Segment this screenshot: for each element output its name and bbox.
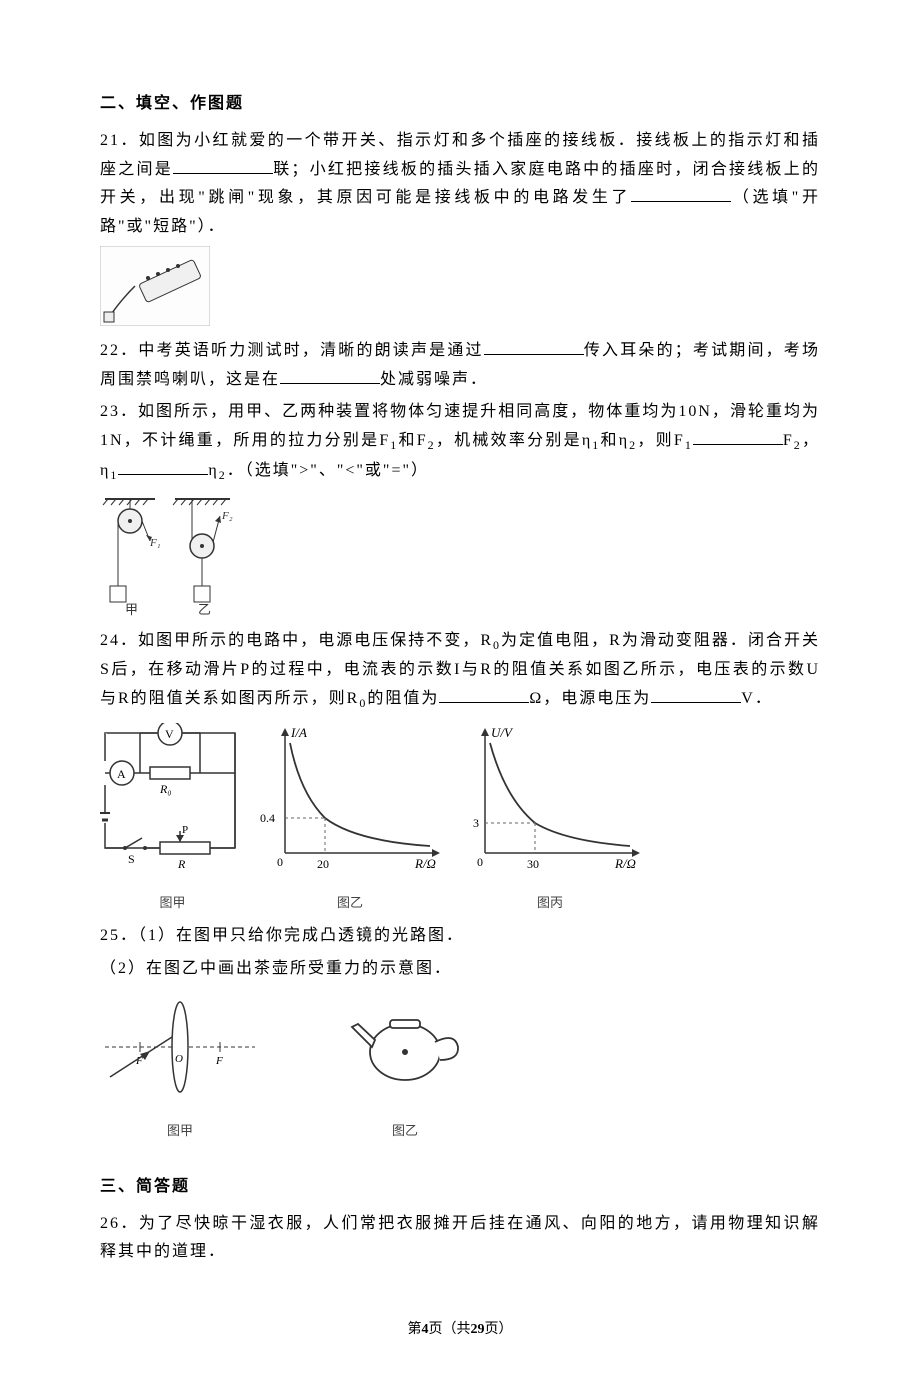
question-25: 25．（1）在图甲只给你完成凸透镜的光路图． bbox=[100, 922, 820, 951]
graph-i-xtick: 20 bbox=[317, 857, 329, 871]
q23-sub6: 2 bbox=[794, 438, 802, 452]
q23-blank-2 bbox=[118, 459, 208, 475]
graph-u-xtick: 30 bbox=[527, 857, 539, 871]
q24-graph-i: I/A R/Ω 0 0.4 20 图乙 bbox=[255, 723, 445, 914]
svg-text:乙: 乙 bbox=[198, 602, 211, 616]
svg-text:甲: 甲 bbox=[125, 602, 138, 616]
q26-number: 26． bbox=[100, 1215, 139, 1232]
circuit-diagram-icon: V A R₀ S P R bbox=[100, 723, 245, 878]
graph-u-ytick: 3 bbox=[473, 816, 479, 830]
q23-text-e: ，则F bbox=[637, 432, 685, 449]
q21-figure bbox=[100, 246, 820, 337]
q24-circuit: V A R₀ S P R bbox=[100, 723, 245, 914]
section-title-short: 三、简答题 bbox=[100, 1173, 820, 1202]
svg-text:S: S bbox=[128, 852, 135, 866]
q24-graph-u-caption: 图丙 bbox=[455, 891, 645, 914]
footer-page: 4 bbox=[422, 1322, 429, 1337]
svg-text:R: R bbox=[177, 857, 186, 871]
q23-sub7: 1 bbox=[110, 468, 118, 482]
question-24: 24．如图甲所示的电路中，电源电压保持不变，R0为定值电阻，R为滑动变阻器．闭合… bbox=[100, 627, 820, 715]
footer-prefix: 第 bbox=[408, 1322, 422, 1337]
q24-graph-i-caption: 图乙 bbox=[255, 891, 445, 914]
q24-blank-1 bbox=[439, 687, 529, 703]
footer-mid: 页（共 bbox=[429, 1322, 471, 1337]
q23-text-c: ，机械效率分别是η bbox=[436, 432, 593, 449]
q23-sub2: 2 bbox=[428, 438, 436, 452]
q25-lens-figure: O F F 图甲 bbox=[100, 992, 260, 1143]
graph-i-xlabel: R/Ω bbox=[414, 856, 436, 871]
graph-i-ylabel: I/A bbox=[290, 725, 307, 740]
q25-number: 25． bbox=[100, 927, 138, 944]
q22-text-a: 中考英语听力测试时，清晰的朗读声是通过 bbox=[138, 342, 483, 359]
q23-text-i: ．（选填">"、"<"或"="） bbox=[227, 462, 429, 479]
graph-u-xlabel: R/Ω bbox=[614, 856, 636, 871]
question-26: 26．为了尽快晾干湿衣服，人们常把衣服摊开后挂在通风、向阳的地方，请用物理知识解… bbox=[100, 1210, 820, 1268]
q24-figure-row: V A R₀ S P R bbox=[100, 723, 820, 914]
q23-figure: F₁ 甲 F₂ 乙 bbox=[100, 491, 820, 627]
svg-text:V: V bbox=[165, 727, 174, 741]
q22-blank-1 bbox=[484, 339, 584, 355]
svg-text:F: F bbox=[215, 1055, 223, 1067]
q22-blank-2 bbox=[280, 368, 380, 384]
q25-figure-row: O F F 图甲 图乙 bbox=[100, 992, 820, 1143]
graph-i-ytick: 0.4 bbox=[260, 811, 275, 825]
q23-number: 23． bbox=[100, 403, 138, 420]
q24-text-e: V． bbox=[741, 690, 773, 707]
q24-text-a: 如图甲所示的电路中，电源电压保持不变，R bbox=[138, 632, 493, 649]
q24-text-c: 的阻值为 bbox=[367, 690, 439, 707]
q21-number: 21． bbox=[100, 132, 139, 149]
q24-text-d: Ω，电源电压为 bbox=[529, 690, 651, 707]
footer-suffix: 页） bbox=[485, 1322, 513, 1337]
q23-text-b: 和F bbox=[398, 432, 427, 449]
q23-sub8: 2 bbox=[219, 468, 227, 482]
q26-text: 为了尽快晾干湿衣服，人们常把衣服摊开后挂在通风、向阳的地方，请用物理知识解释其中… bbox=[100, 1215, 820, 1261]
graph-i-r-icon: I/A R/Ω 0 0.4 20 bbox=[255, 723, 445, 878]
q21-blank-2 bbox=[631, 186, 731, 202]
convex-lens-icon: O F F bbox=[100, 992, 260, 1107]
q24-blank-2 bbox=[651, 687, 741, 703]
footer-total: 29 bbox=[471, 1322, 485, 1337]
svg-text:O: O bbox=[175, 1053, 183, 1065]
svg-text:F₂: F₂ bbox=[221, 510, 233, 522]
q24-circuit-caption: 图甲 bbox=[100, 891, 245, 914]
teapot-icon bbox=[340, 992, 470, 1107]
q23-text-f: F bbox=[783, 432, 794, 449]
q23-text-d: 和η bbox=[600, 432, 629, 449]
page-footer: 第4页（共29页） bbox=[100, 1317, 820, 1342]
q23-text-h: η bbox=[208, 462, 218, 479]
svg-text:P: P bbox=[182, 824, 188, 836]
graph-u-r-icon: U/V R/Ω 0 3 30 bbox=[455, 723, 645, 878]
question-23: 23．如图所示，用甲、乙两种装置将物体匀速提升相同高度，物体重均为10N，滑轮重… bbox=[100, 398, 820, 486]
question-22: 22．中考英语听力测试时，清晰的朗读声是通过传入耳朵的；考试期间，考场周围禁鸣喇… bbox=[100, 337, 820, 395]
q22-text-c: 处减弱噪声． bbox=[380, 371, 488, 388]
q25-lens-caption: 图甲 bbox=[100, 1119, 260, 1142]
q25-part1: （1）在图甲只给你完成凸透镜的光路图． bbox=[138, 927, 464, 944]
q22-number: 22． bbox=[100, 342, 138, 359]
svg-text:R₀: R₀ bbox=[159, 782, 172, 796]
q23-sub4: 2 bbox=[629, 438, 637, 452]
section-title-fill: 二、填空、作图题 bbox=[100, 90, 820, 119]
q23-blank-1 bbox=[693, 429, 783, 445]
q24-sub1: 0 bbox=[493, 638, 501, 652]
pulley-diagram-icon: F₁ 甲 F₂ 乙 bbox=[100, 491, 240, 616]
q24-graph-u: U/V R/Ω 0 3 30 图丙 bbox=[455, 723, 645, 914]
q21-blank-1 bbox=[173, 158, 273, 174]
power-strip-icon bbox=[100, 246, 210, 326]
question-25-p2: （2）在图乙中画出茶壶所受重力的示意图． bbox=[100, 955, 820, 984]
q23-sub5: 1 bbox=[685, 438, 693, 452]
svg-text:0: 0 bbox=[477, 855, 483, 869]
graph-u-ylabel: U/V bbox=[491, 725, 514, 740]
q25-teapot-figure: 图乙 bbox=[340, 992, 470, 1143]
svg-text:0: 0 bbox=[277, 855, 283, 869]
q24-number: 24． bbox=[100, 632, 138, 649]
q25-part2: （2）在图乙中画出茶壶所受重力的示意图． bbox=[100, 960, 452, 977]
question-21: 21．如图为小红就爱的一个带开关、指示灯和多个插座的接线板．接线板上的指示灯和插… bbox=[100, 127, 820, 242]
svg-text:A: A bbox=[117, 767, 126, 781]
q25-teapot-caption: 图乙 bbox=[340, 1119, 470, 1142]
